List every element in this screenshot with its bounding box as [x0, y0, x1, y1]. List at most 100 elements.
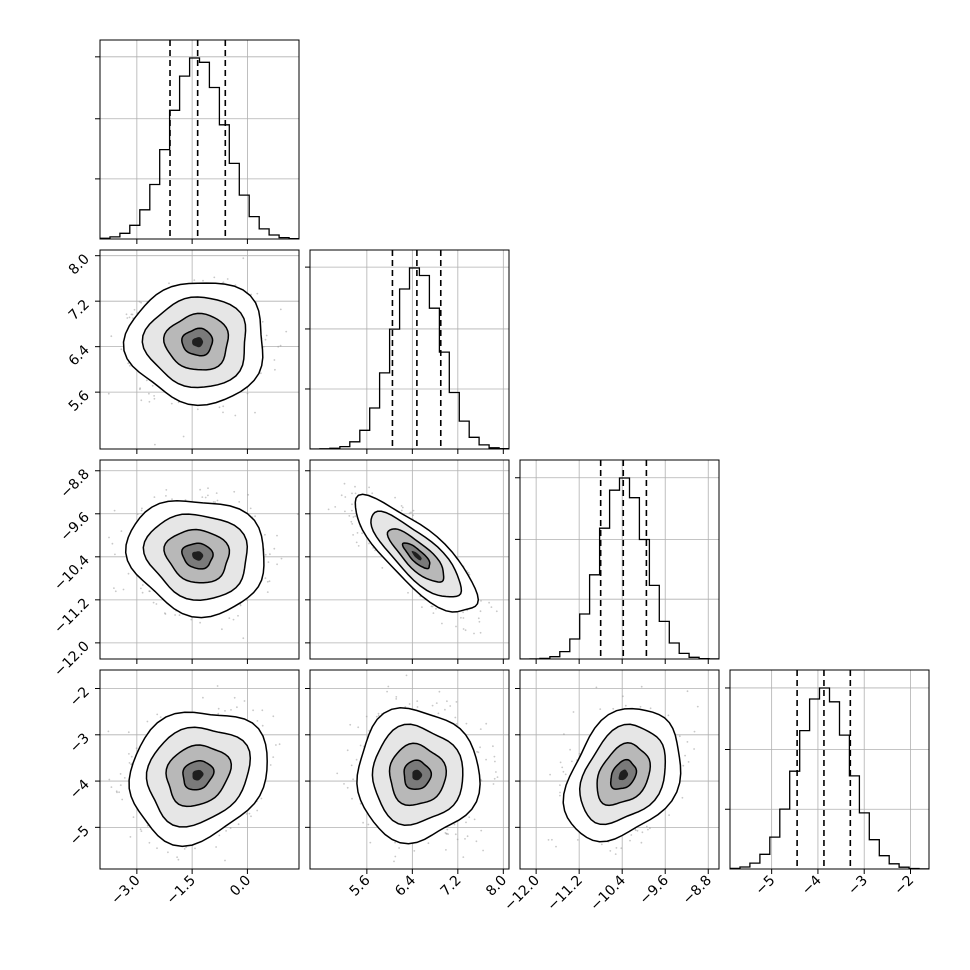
sample-point — [453, 823, 456, 826]
sample-point — [559, 784, 561, 786]
sample-point — [357, 545, 360, 547]
sample-point — [148, 392, 150, 395]
sample-point — [365, 715, 368, 718]
sample-point — [268, 580, 271, 583]
sample-point — [564, 773, 567, 776]
sample-point — [465, 821, 467, 824]
sample-point — [254, 515, 256, 518]
sample-point — [177, 401, 180, 404]
sample-point — [261, 709, 264, 712]
sample-point — [492, 745, 494, 748]
y-tick-label: −2 — [67, 684, 93, 710]
sample-point — [202, 279, 204, 282]
histogram-step — [100, 57, 299, 239]
density-content — [107, 685, 281, 862]
sample-point — [262, 346, 265, 348]
sample-point — [250, 815, 252, 818]
sample-point — [123, 777, 126, 779]
sample-point — [129, 364, 131, 367]
sample-point — [354, 515, 357, 518]
sample-point — [113, 509, 116, 512]
sample-point — [561, 766, 564, 769]
sample-point — [156, 847, 158, 850]
sample-point — [462, 856, 465, 858]
sample-point — [416, 706, 419, 708]
y-tick-label: 8.0 — [66, 251, 93, 278]
sample-point — [247, 493, 250, 496]
sample-point — [207, 494, 209, 497]
sample-point — [152, 601, 155, 604]
sample-point — [296, 513, 299, 515]
sample-point — [121, 798, 124, 801]
histogram-step — [520, 477, 719, 659]
sample-point — [237, 823, 240, 826]
sample-point — [636, 829, 639, 832]
contour-level — [412, 769, 423, 781]
axes-frame — [99, 459, 300, 660]
sample-point — [351, 797, 353, 800]
density-content — [107, 257, 288, 446]
sample-point — [569, 748, 571, 751]
density-panel-0-1: 5.6 6.4 7.2 8.0 — [66, 249, 300, 454]
sample-point — [609, 850, 612, 852]
density-panel-0-2: −12.0−11.2−10.4 −9.6 −8.8 — [51, 459, 300, 680]
sample-point — [246, 599, 249, 602]
sample-point — [427, 842, 430, 845]
sample-point — [492, 783, 495, 785]
sample-point — [398, 847, 400, 849]
sample-point — [351, 492, 353, 495]
sample-point — [686, 690, 689, 693]
x-tick-label: −10.4 — [587, 872, 629, 914]
sample-point — [346, 786, 349, 789]
sample-point — [445, 832, 448, 835]
sample-point — [395, 698, 398, 700]
sample-point — [600, 843, 603, 846]
sample-point — [393, 860, 395, 863]
sample-point — [130, 755, 133, 758]
x-tick-label: −12.0 — [501, 873, 543, 915]
axes-frame — [309, 459, 510, 660]
sample-point — [466, 835, 469, 838]
sample-point — [571, 760, 573, 763]
sample-point — [408, 512, 411, 515]
sample-point — [249, 507, 252, 510]
density-panel-1-2 — [305, 459, 510, 664]
sample-point — [351, 509, 353, 512]
sample-point — [696, 705, 699, 708]
density-content — [547, 685, 699, 855]
sample-point — [630, 834, 633, 836]
sample-point — [193, 279, 196, 281]
sample-point — [351, 523, 354, 525]
sample-point — [243, 700, 246, 702]
sample-point — [421, 606, 423, 608]
sample-point — [479, 610, 482, 613]
sample-point — [285, 330, 288, 333]
sample-point — [221, 628, 223, 631]
sample-point — [478, 620, 481, 623]
axes-frame — [729, 669, 930, 870]
sample-point — [576, 839, 579, 841]
sample-point — [462, 617, 465, 619]
sample-point — [441, 622, 443, 625]
sample-point — [624, 704, 627, 707]
sample-point — [204, 496, 207, 499]
axes-frame — [99, 39, 300, 240]
y-tick-label: −5 — [67, 823, 93, 849]
sample-point — [431, 704, 434, 707]
sample-point — [496, 776, 499, 778]
sample-point — [242, 637, 245, 640]
sample-point — [354, 485, 356, 488]
sample-point — [222, 411, 224, 414]
contour-level — [411, 551, 422, 561]
axes-frame — [99, 249, 300, 450]
sample-point — [413, 850, 416, 852]
sample-point — [394, 841, 396, 844]
sample-point — [242, 257, 245, 260]
sample-point — [118, 791, 120, 794]
sample-point — [246, 392, 249, 395]
sample-point — [408, 703, 411, 705]
sample-point — [493, 755, 496, 758]
sample-point — [108, 536, 110, 539]
sample-point — [482, 849, 484, 852]
sample-point — [407, 591, 409, 594]
